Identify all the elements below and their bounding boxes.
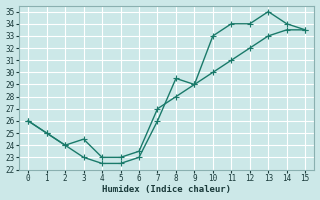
X-axis label: Humidex (Indice chaleur): Humidex (Indice chaleur) [102, 185, 231, 194]
